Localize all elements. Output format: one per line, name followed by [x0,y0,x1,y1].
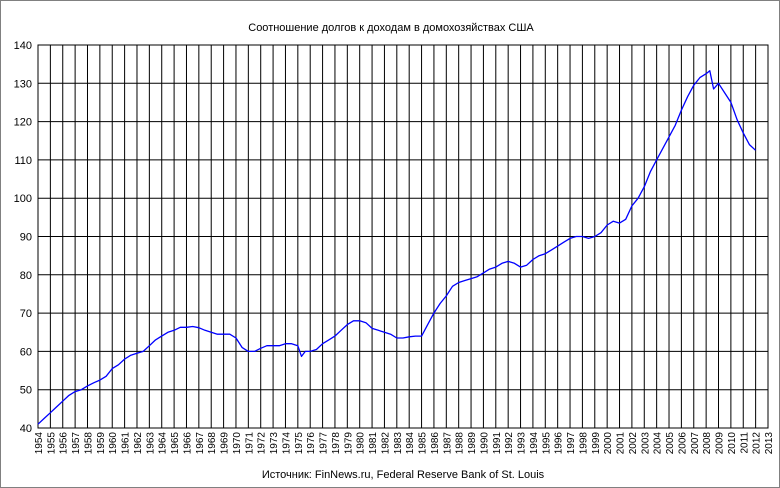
x-tick-label: 1966 [182,432,193,455]
y-tick-label: 90 [20,232,32,244]
x-tick-label: 2012 [752,432,763,455]
y-tick-label: 70 [20,308,32,320]
x-tick-label: 1984 [405,432,416,455]
x-tick-label: 1965 [170,432,181,455]
x-tick-label: 1972 [257,432,268,455]
x-tick-label: 1993 [517,432,528,455]
x-tick-label: 2013 [764,432,775,455]
x-tick-label: 1973 [269,432,280,455]
x-tick-label: 2000 [603,432,614,455]
chart-source-note: Источник: FinNews.ru, Federal Reserve Ba… [262,469,545,481]
x-tick-label: 1957 [71,432,82,455]
y-tick-label: 60 [20,346,32,358]
x-axis-tick-labels: 1954 1955 1956 1957 1958 1959 1960 1961 1962 1963… [34,432,775,455]
x-tick-label: 1987 [442,432,453,455]
x-tick-label: 1998 [578,432,589,455]
y-tick-label: 110 [14,155,32,167]
y-axis-tick-labels: 40 50 60 70 80 90 100 110 120 130 140 [14,40,32,435]
x-tick-label: 2006 [677,432,688,455]
x-tick-label: 2004 [653,432,664,455]
x-tick-label: 1992 [504,432,515,455]
x-tick-label: 1964 [158,432,169,455]
x-tick-label: 1997 [566,432,577,455]
x-tick-label: 1983 [393,432,404,455]
x-tick-label: 2002 [628,432,639,455]
x-tick-label: 1978 [331,432,342,455]
series-layer [37,70,757,425]
x-tick-label: 2005 [665,432,676,455]
x-tick-label: 1995 [541,432,552,455]
x-tick-label: 1969 [220,432,231,455]
x-tick-label: 1970 [232,432,243,455]
x-tick-label: 1990 [479,432,490,455]
x-tick-label: 1954 [34,432,45,455]
series-line [37,70,757,425]
x-tick-label: 1960 [108,432,119,455]
x-tick-label: 2010 [727,432,738,455]
x-tick-label: 1976 [306,432,317,455]
x-tick-label: 1959 [96,432,107,455]
y-tick-label: 140 [14,40,32,52]
x-tick-label: 1975 [294,432,305,455]
y-tick-label: 40 [20,423,32,435]
x-tick-label: 2003 [640,432,651,455]
x-tick-label: 1958 [83,432,94,455]
x-tick-label: 2011 [739,432,750,454]
x-tick-label: 1991 [492,432,503,455]
plot-area-border [37,44,769,429]
x-tick-label: 1999 [591,432,602,455]
x-tick-label: 2009 [715,432,726,455]
x-tick-label: 1988 [455,432,466,455]
horizontal-gridlines [38,44,768,429]
x-tick-label: 1963 [145,432,156,455]
x-tick-label: 2001 [616,432,627,455]
x-tick-label: 1985 [418,432,429,455]
x-tick-label: 1967 [195,432,206,455]
x-tick-label: 1977 [319,432,330,455]
x-tick-label: 2007 [690,432,701,455]
x-tick-label: 1980 [356,432,367,455]
x-tick-label: 1986 [430,432,441,455]
x-tick-label: 1971 [244,432,255,455]
x-tick-label: 1982 [380,432,391,455]
x-tick-label: 1996 [554,432,565,455]
chart-title: Соотношение долгов к доходам в домохозяй… [248,22,534,34]
x-tick-label: 1968 [207,432,218,455]
x-tick-label: 1989 [467,432,478,455]
x-tick-label: 1994 [529,432,540,455]
x-tick-label: 1962 [133,432,144,455]
x-tick-label: 1961 [121,432,132,455]
y-tick-label: 50 [20,385,32,397]
x-tick-label: 1956 [59,432,70,455]
y-tick-label: 100 [14,193,32,205]
y-tick-label: 130 [14,78,32,90]
x-tick-label: 1981 [368,432,379,455]
y-tick-label: 120 [14,117,32,129]
y-tick-label: 80 [20,270,32,282]
x-tick-label: 1979 [343,432,354,455]
x-tick-label: 1974 [281,432,292,455]
x-tick-label: 1955 [46,432,57,455]
x-tick-label: 2008 [702,432,713,455]
